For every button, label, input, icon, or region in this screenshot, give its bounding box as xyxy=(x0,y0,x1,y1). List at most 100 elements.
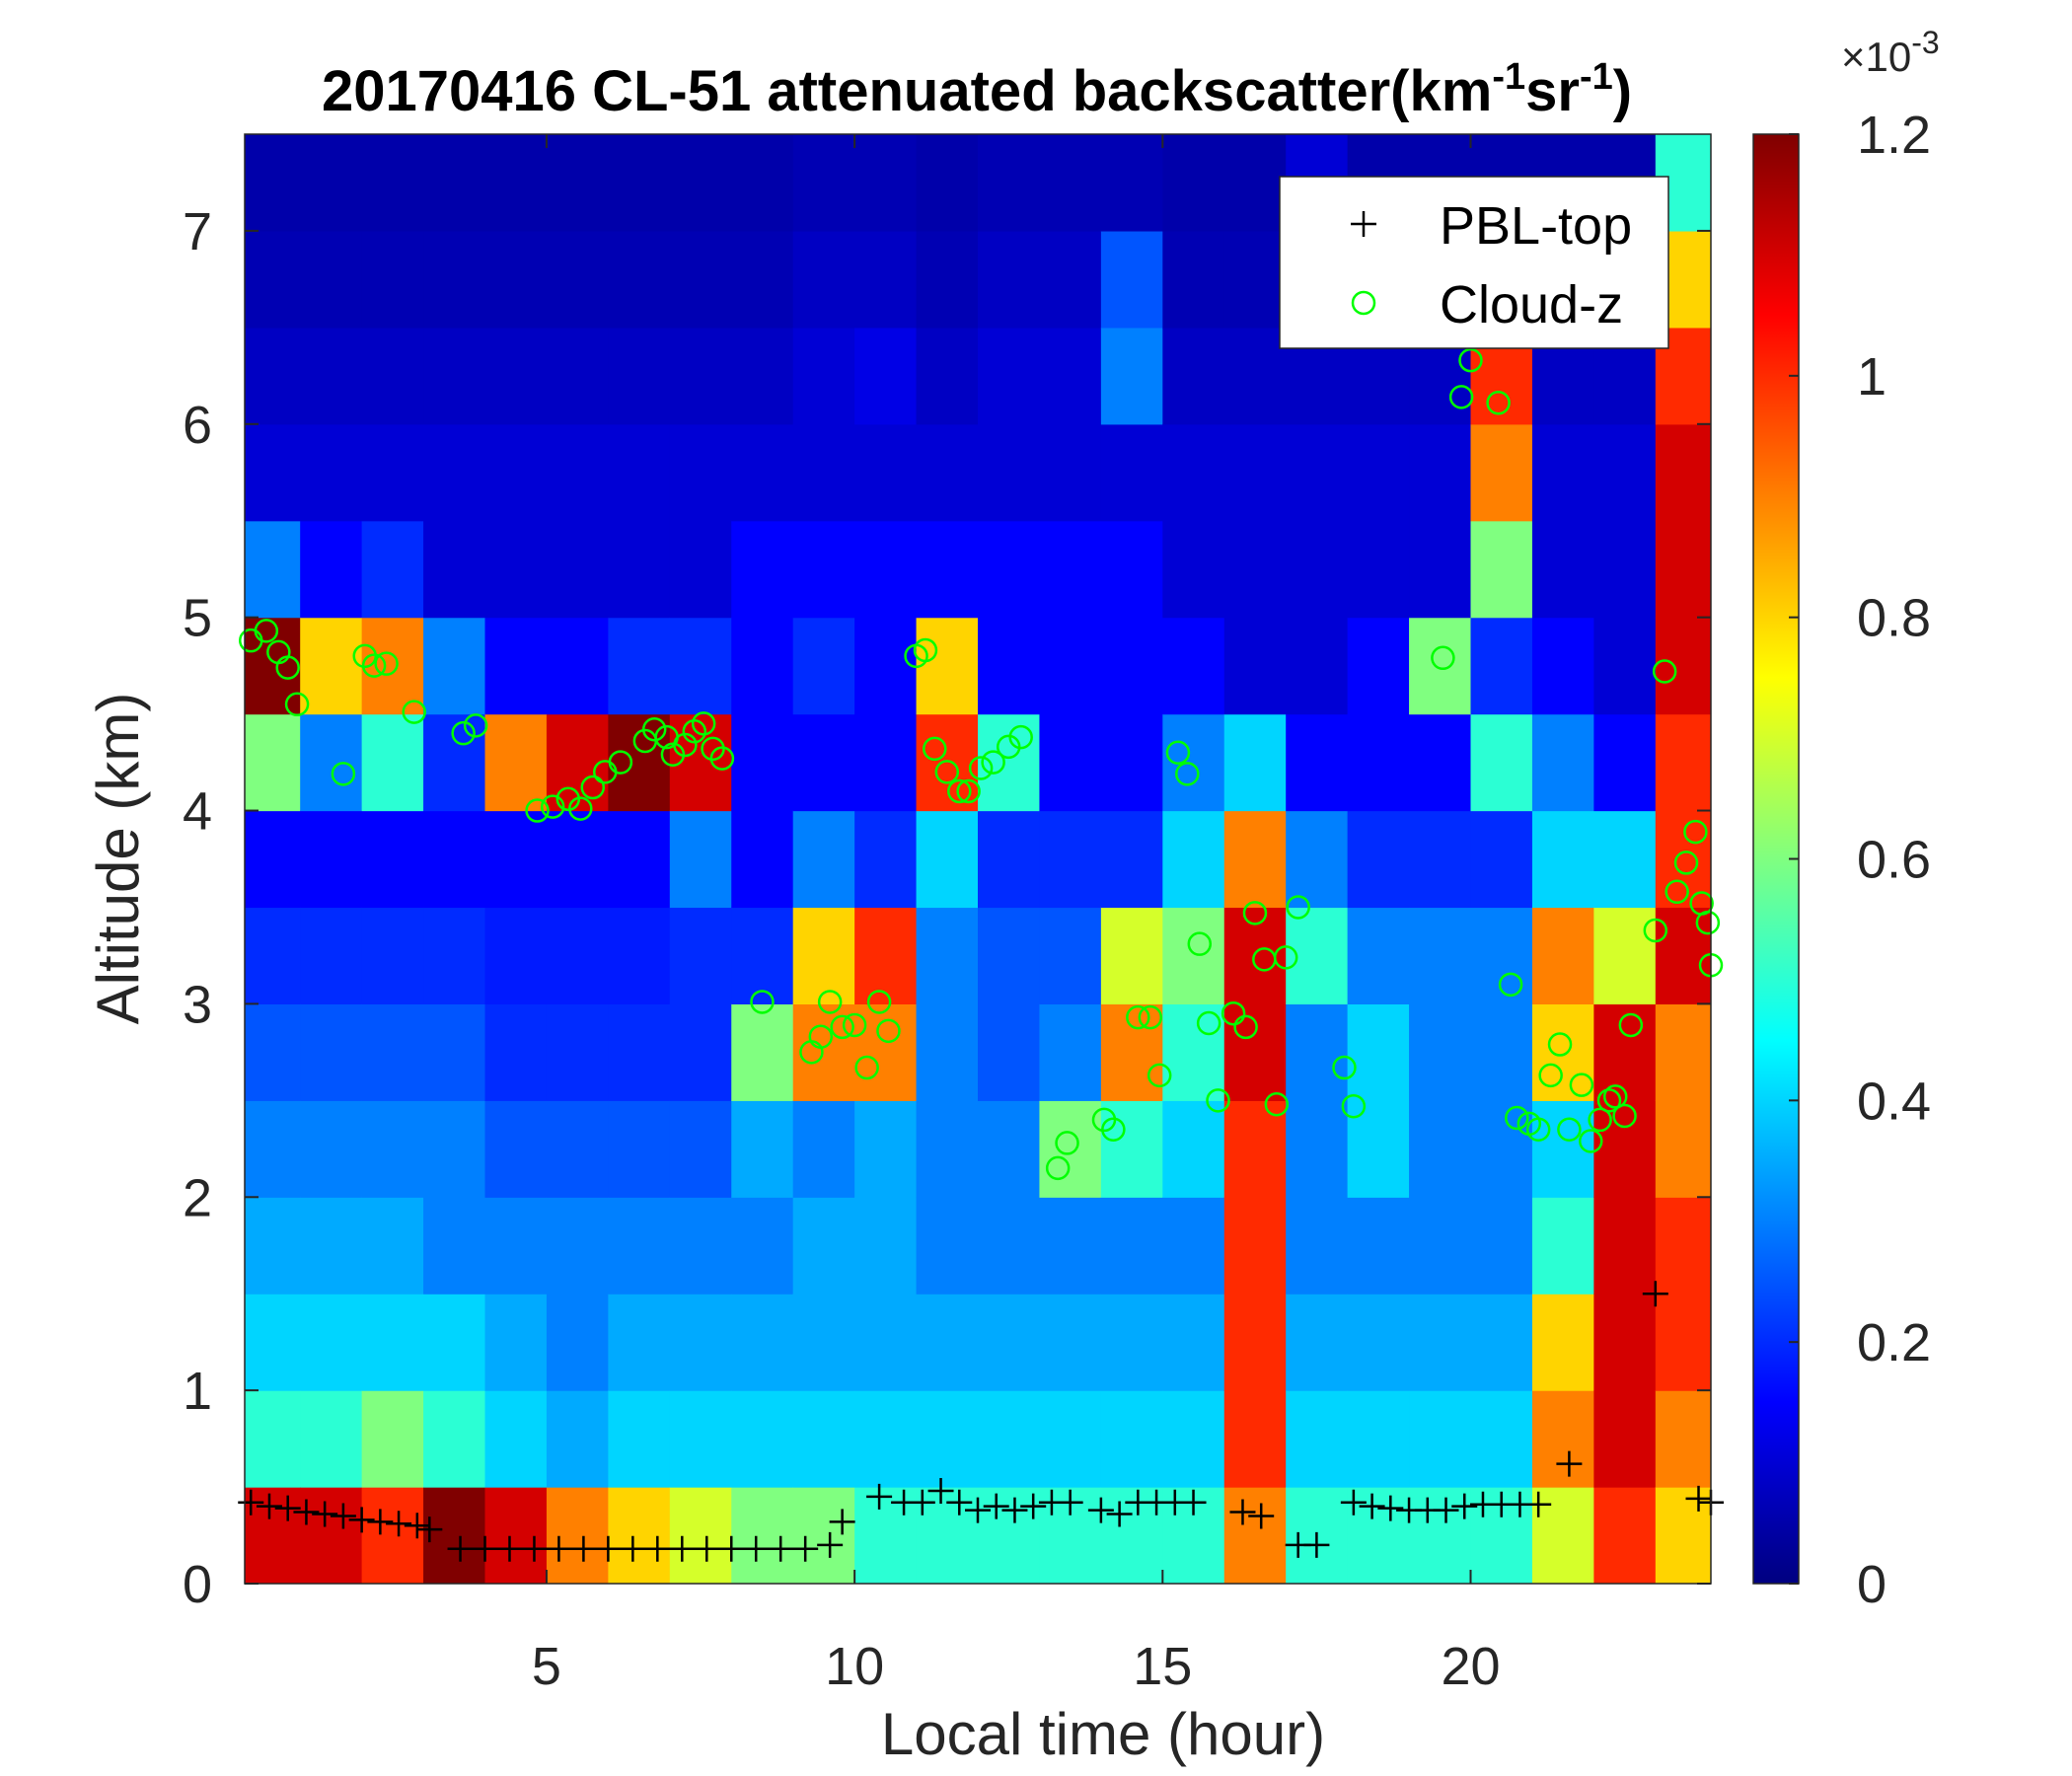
heatmap-cell xyxy=(731,1294,794,1391)
heatmap-cell xyxy=(1409,1390,1472,1488)
cloud-marker xyxy=(1187,931,1213,956)
heatmap-cell xyxy=(1347,1197,1410,1295)
heatmap-cell xyxy=(916,520,979,619)
heatmap-cell xyxy=(245,1003,301,1101)
heatmap-cell xyxy=(916,1003,979,1101)
heatmap-cell xyxy=(669,810,732,909)
cloud-marker xyxy=(1206,1088,1230,1113)
pbl-marker xyxy=(743,1535,770,1562)
heatmap-cell xyxy=(300,713,363,812)
heatmap-cell xyxy=(731,617,794,715)
heatmap-cell xyxy=(1593,1487,1657,1584)
cloud-marker xyxy=(580,775,606,800)
heatmap-cell xyxy=(1039,1390,1102,1488)
cloud-marker xyxy=(641,717,667,742)
heatmap-cell xyxy=(731,810,794,909)
heatmap-cell xyxy=(731,230,794,329)
heatmap-cell xyxy=(423,1487,486,1584)
heatmap-cell xyxy=(1162,810,1225,909)
heatmap-cell xyxy=(300,1003,363,1101)
heatmap-cell xyxy=(854,1197,918,1295)
cloud-marker xyxy=(673,732,698,758)
heatmap-cell xyxy=(1100,1197,1163,1295)
heatmap-cell xyxy=(361,907,424,1004)
heatmap-cell xyxy=(423,810,486,909)
pbl-marker xyxy=(521,1535,548,1562)
cloud-marker xyxy=(1652,659,1677,684)
cloud-marker xyxy=(463,713,488,738)
plot-frame xyxy=(244,133,1712,1585)
heatmap-cell xyxy=(1593,1294,1657,1391)
heatmap-cell xyxy=(1286,1390,1349,1488)
heatmap-cell xyxy=(1039,1100,1102,1198)
cloud-marker xyxy=(568,796,593,821)
heatmap-cell xyxy=(1039,134,1102,232)
heatmap-cell xyxy=(1100,327,1163,425)
heatmap-cell xyxy=(1531,907,1594,1004)
heatmap-cell xyxy=(484,327,548,425)
heatmap-cell xyxy=(669,327,732,425)
heatmap-cell xyxy=(1531,1487,1594,1584)
heatmap-cell xyxy=(1162,1294,1225,1391)
cloud-marker xyxy=(1505,1105,1529,1131)
heatmap-cell xyxy=(978,713,1041,812)
heatmap-cell xyxy=(792,1294,855,1391)
cloud-marker xyxy=(1221,1000,1246,1026)
pbl-marker xyxy=(1106,1501,1133,1527)
heatmap-cell xyxy=(1593,423,1657,522)
heatmap-cell xyxy=(731,1003,794,1101)
pbl-marker xyxy=(1020,1493,1047,1519)
pbl-marker xyxy=(386,1511,412,1537)
heatmap-cell xyxy=(484,1487,548,1584)
heatmap-cell xyxy=(300,1390,363,1488)
heatmap-cell xyxy=(1162,1003,1225,1101)
pbl-marker xyxy=(927,1477,954,1504)
heatmap-cell xyxy=(300,1197,363,1295)
y-axis-label: Altitude (km) xyxy=(85,693,151,1025)
heatmap-cell xyxy=(916,907,979,1004)
pbl-marker xyxy=(1087,1497,1114,1523)
heatmap-cell xyxy=(608,1003,671,1101)
heatmap-cell xyxy=(1162,134,1225,232)
heatmap-cell xyxy=(1409,1294,1472,1391)
heatmap-cell xyxy=(1100,617,1163,715)
heatmap-cell xyxy=(1347,1390,1410,1488)
heatmap-cell xyxy=(300,617,363,715)
cloud-marker xyxy=(876,1018,901,1044)
heatmap-cell xyxy=(1593,1100,1657,1198)
heatmap-cell xyxy=(1470,713,1533,812)
heatmap-cell xyxy=(484,713,548,812)
cloud-marker xyxy=(284,692,310,717)
heatmap-cell xyxy=(1655,1390,1711,1488)
heatmap-cell xyxy=(608,1487,671,1584)
heatmap-cell xyxy=(978,1197,1041,1295)
x-tick-label: 15 xyxy=(1133,1637,1192,1696)
title-part: sr xyxy=(1525,59,1580,123)
heatmap-cell xyxy=(1347,810,1410,909)
pbl-marker xyxy=(472,1535,498,1562)
pbl-marker xyxy=(1377,1495,1404,1521)
cloud-marker xyxy=(1695,910,1721,935)
cloud-marker xyxy=(1055,1131,1079,1155)
cloud-marker xyxy=(1286,895,1310,920)
heatmap-cell xyxy=(1531,1003,1594,1101)
heatmap-cell xyxy=(1593,1390,1657,1488)
heatmap-cell xyxy=(1039,1003,1102,1101)
heatmap-cell xyxy=(546,1100,609,1198)
cloud-marker xyxy=(854,1055,879,1080)
cloud-marker xyxy=(1264,1092,1290,1117)
pbl-marker xyxy=(1451,1493,1478,1519)
colorbar-tick-label: 1.2 xyxy=(1857,106,1931,165)
heatmap-cell xyxy=(361,423,424,522)
heatmap-cell xyxy=(669,617,732,715)
heatmap-cell xyxy=(731,1390,794,1488)
pbl-marker xyxy=(312,1501,338,1527)
heatmap-cell xyxy=(1223,1390,1287,1488)
heatmap-cell xyxy=(854,617,918,715)
title-sup: -1 xyxy=(1580,56,1613,98)
cloud-marker xyxy=(1351,290,1376,316)
heatmap-cell xyxy=(1531,713,1594,812)
heatmap-cell xyxy=(978,1100,1041,1198)
heatmap-cell xyxy=(423,520,486,619)
